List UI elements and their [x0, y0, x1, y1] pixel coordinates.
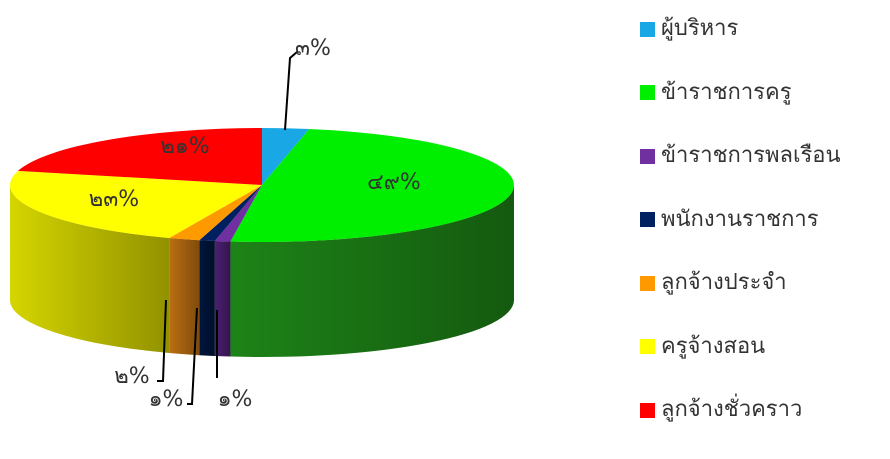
legend-swatch: [640, 148, 655, 164]
legend-item: พนักงานราชการ: [640, 205, 890, 235]
pie-sides: [9, 185, 515, 357]
data-label: ๑%: [149, 387, 184, 412]
pie-slice-side-shade: [214, 240, 231, 357]
pie-slice: [199, 185, 262, 241]
pie-chart: ๓% ๔๙% ๑% ๑% ๒% ๒๓% ๒๑% ผู้บริหาร ข้าราชการครูข…: [9, 16, 841, 422]
pie-slice-side-shade: [230, 185, 515, 357]
pie-slice: [230, 129, 514, 242]
leader-lines: [157, 51, 298, 405]
leader-line: [284, 51, 298, 131]
pie-tops: [9, 128, 514, 242]
legend-label: ข้าราชการครู: [661, 79, 792, 105]
legend-item: ครูจ้างสอน: [640, 332, 890, 362]
leader-line: [187, 307, 198, 405]
pie-slice: [169, 185, 262, 241]
legend-label: ข้าราชการพลเรือน: [661, 143, 841, 168]
legend-item: ข้าราชการพลเรือน: [640, 141, 890, 171]
legend-label: ลูกจ้างชั่วคราว: [661, 397, 803, 422]
legend-item: ผู้บริหาร: [640, 14, 890, 44]
legend-item: ข้าราชการครู: [640, 78, 890, 108]
legend-label: ครูจ้างสอน: [661, 333, 766, 359]
legend-swatch: [640, 402, 655, 418]
data-labels: ๓%๔๙%๑%๑%๒%๒๓%๒๑%: [89, 36, 421, 412]
legend-label: ผู้บริหาร: [661, 16, 739, 41]
pie-slice-side-shade: [169, 238, 200, 356]
legend-label: พนักงานราชการ: [661, 206, 819, 232]
legend-swatch: [640, 21, 655, 37]
legend: ผู้บริหารข้าราชการครูข้าราชการพลเรือนพนั…: [640, 14, 890, 459]
legend-label: ลูกจ้างประจำ: [661, 270, 787, 295]
pie-slice: [214, 185, 262, 242]
data-label: ๒๓%: [89, 187, 139, 212]
pie-chart-svg: ๓%๔๙%๑%๑%๒%๒๓%๒๑%: [9, 36, 515, 412]
data-label: ๑%: [218, 387, 253, 412]
pie-slice: [17, 128, 263, 185]
legend-item: ลูกจ้างชั่วคราว: [640, 395, 890, 425]
legend-item: ลูกจ้างประจำ: [640, 268, 890, 298]
pie-slice: [9, 170, 263, 238]
pie-slice-side-shade: [9, 185, 170, 353]
data-label: ๔๙%: [367, 170, 421, 195]
data-label: ๓%: [295, 36, 331, 61]
legend-swatch: [640, 339, 655, 354]
pie-slice: [262, 128, 310, 185]
legend-swatch: [640, 85, 655, 100]
leader-line: [157, 299, 167, 382]
legend-swatch: [640, 275, 655, 291]
data-label: ๒%: [114, 364, 149, 389]
data-label: ๒๑%: [160, 134, 209, 159]
pie-slice-side-shade: [199, 240, 215, 356]
legend-swatch: [640, 212, 655, 227]
